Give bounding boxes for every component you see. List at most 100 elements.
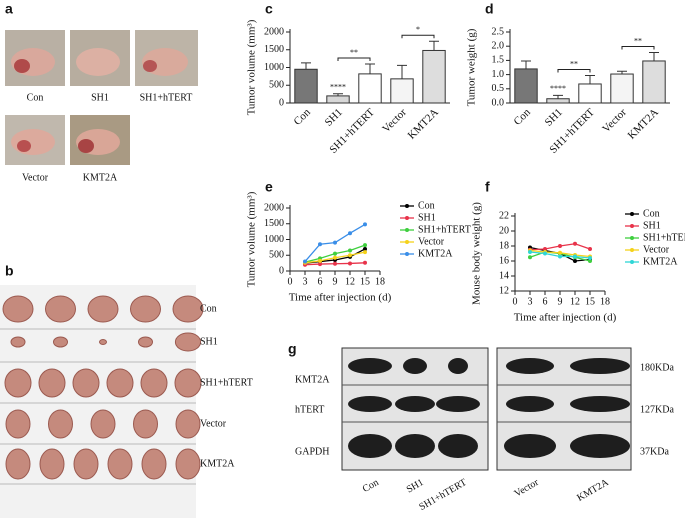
panel-letter: f [485,179,490,195]
x-tick-label: Con [291,106,313,128]
error-bar [649,51,659,61]
error-bar [553,94,563,99]
x-tick-label: 15 [585,296,595,307]
blot-band [504,434,556,458]
blot-band [395,396,435,412]
annotation: ** [350,48,358,57]
point [363,243,367,248]
bracket [557,68,591,73]
legend-swatch [405,216,409,220]
x-tick-label: Vector [380,106,409,135]
photo-label: SH1 [200,336,218,347]
photo-label: SH1+hTERT [200,377,253,388]
legend-label: SH1+hTERT [643,232,685,243]
x-tick-label: KMT2A [406,106,441,141]
y-tick-label: 1.5 [492,55,505,66]
tumor [174,368,202,398]
y-axis-label: Tumor weight (g) [466,28,478,106]
photo-label: Con [27,92,44,103]
panel-letter: d [485,1,494,17]
x-tick-label: 3 [528,296,533,307]
point [588,247,592,251]
tumor [72,368,100,398]
legend-swatch [405,228,409,232]
point [333,240,337,245]
y-axis-label: Tumor volume (mm³) [246,19,258,115]
y-tick-label: 2000 [264,202,284,213]
point [588,259,592,263]
error-bar [521,60,531,69]
y-tick-label: 500 [269,80,284,91]
error-bar [397,64,407,79]
point [543,251,547,256]
blot-lane-label: Vector [513,477,542,500]
tumor [73,448,99,480]
bar [326,95,350,104]
bar [610,73,634,104]
legend-swatch [405,252,409,256]
y-tick-label: 18 [499,240,509,251]
x-tick-label: 12 [345,276,355,287]
legend-label: KMT2A [643,256,678,267]
photo-label: Vector [200,418,227,429]
tumor [138,336,153,348]
y-tick-label: 2.5 [492,26,505,37]
blot-row-label: KMT2A [295,374,330,385]
tumor [2,295,34,323]
legend-swatch [405,240,409,244]
error-bar [301,62,311,70]
legend-swatch [630,248,634,252]
point [348,231,352,236]
annotation: **** [330,83,346,92]
y-tick-label: 1500 [264,218,284,229]
photo-label: SH1+hTERT [140,92,193,103]
point [348,261,352,266]
photo-label: SH1 [91,92,109,103]
blot-size: 180KDa [640,362,674,373]
point [318,242,322,247]
point [558,244,562,248]
point [573,254,577,259]
photo-label: KMT2A [83,172,118,183]
y-tick-label: 500 [269,250,284,261]
legend-label: KMT2A [418,248,453,259]
bar [358,73,382,104]
tumor [10,336,26,348]
tumor [175,409,201,439]
blot-band [448,358,468,374]
x-tick-label: 6 [318,276,323,287]
tumor [87,295,119,323]
point [573,241,577,246]
y-tick-label: 20 [499,225,509,236]
annotation: * [416,25,420,34]
legend-label: SH1+hTERT [418,224,471,235]
point [348,253,352,258]
x-tick-label: 15 [360,276,370,287]
tumor [133,409,158,439]
blot-size: 127KDa [640,404,674,415]
bar [390,78,414,104]
point [528,250,532,254]
bracket [337,57,371,61]
tumor [38,368,66,398]
tumor [39,448,65,480]
tumor [107,448,133,480]
point [363,246,367,251]
x-tick-label: Vector [600,106,629,135]
blot-band [395,434,435,458]
annotation: ** [634,36,642,45]
panel-letter: b [5,263,14,279]
y-axis-label: Tumor volume (mm³) [246,191,258,287]
x-tick-label: Con [511,106,533,128]
blot-lane-label: KMT2A [575,477,611,504]
tumor [5,409,31,439]
point [363,222,367,227]
photo-label: Con [200,303,217,314]
bar [546,98,570,104]
blot-size: 37KDa [640,446,669,457]
blot-band [570,434,630,458]
legend-swatch [405,204,409,208]
error-bar [365,63,375,74]
x-axis-label: Time after injection (d) [289,292,392,304]
